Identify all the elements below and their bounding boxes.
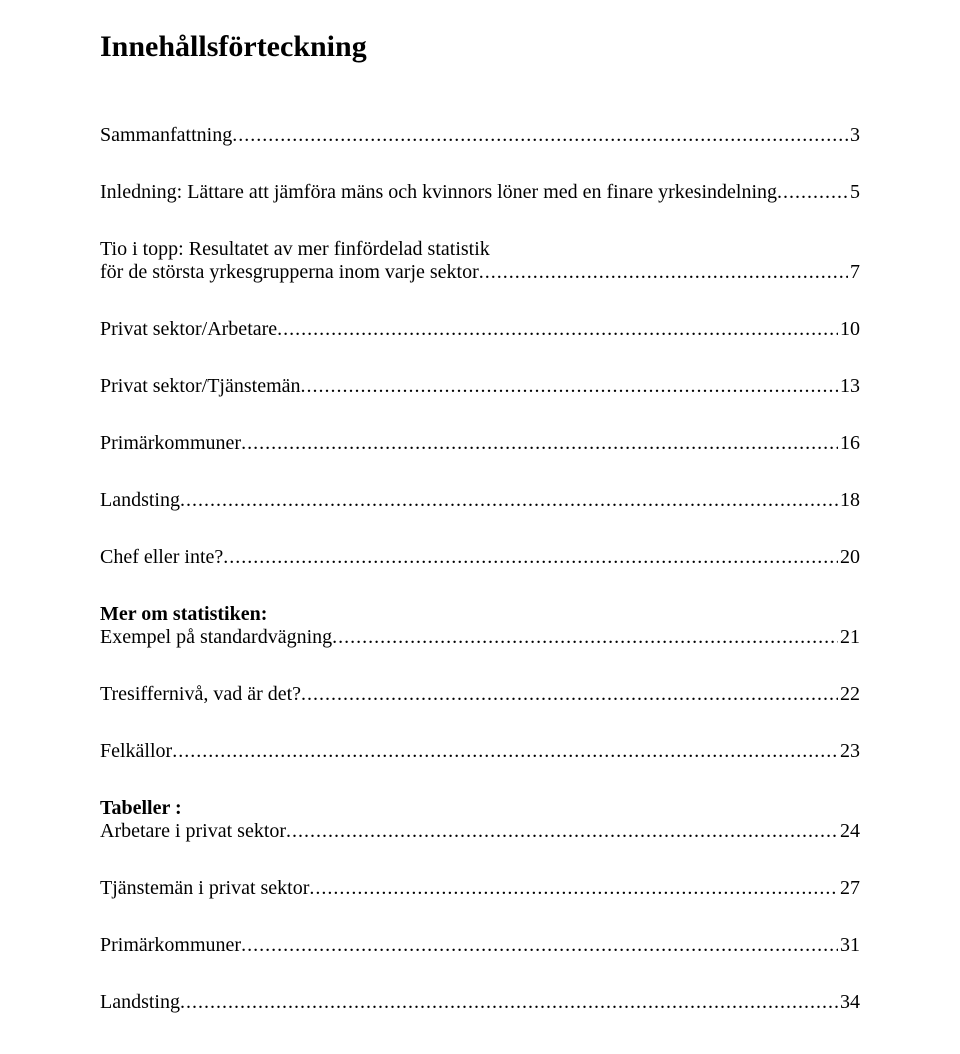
toc-label: Inledning: Lättare att jämföra mäns och … [100,181,777,204]
toc-label: Felkällor [100,740,172,763]
toc-label: Tabeller : [100,797,182,820]
toc-page: 22 [838,683,860,706]
toc-entry: Arbetare i privat sektor 24 [100,820,860,843]
toc-page: 7 [848,261,860,284]
toc-label: Sammanfattning [100,124,232,147]
toc-label: Chef eller inte? [100,546,223,569]
toc-page: 20 [838,546,860,569]
toc-label: Tio i topp: Resultatet av mer finfördela… [100,238,490,261]
toc-entry: Felkällor 23 [100,740,860,763]
toc-leader [309,877,838,900]
toc-leader [172,740,838,763]
toc-leader [241,934,838,957]
toc-section-heading: Tabeller : [100,797,860,820]
toc-page: 16 [838,432,860,455]
page-title: Innehållsförteckning [100,30,860,64]
toc-entry: Primärkommuner 31 [100,934,860,957]
toc-page: 34 [838,991,860,1014]
toc-leader [301,683,838,706]
toc-page: 23 [838,740,860,763]
toc-leader [332,626,838,649]
toc-entry: Tjänstemän i privat sektor 27 [100,877,860,900]
toc-entry: Landsting 34 [100,991,860,1014]
toc-label: Tjänstemän i privat sektor [100,877,309,900]
toc-leader [479,261,848,284]
toc-label: Primärkommuner [100,432,241,455]
toc-label: Tresiffernivå, vad är det? [100,683,301,706]
toc-section-heading: Mer om statistiken: [100,603,860,626]
toc-label: Privat sektor/Tjänstemän [100,375,301,398]
toc-leader [232,124,848,147]
toc-leader [301,375,838,398]
toc-label: för de största yrkesgrupperna inom varje… [100,261,479,284]
toc-label: Primärkommuner [100,934,241,957]
toc-page: 5 [848,181,860,204]
toc-page: 10 [838,318,860,341]
toc-entry: Tio i topp: Resultatet av mer finfördela… [100,238,860,261]
toc-label: Privat sektor/Arbetare [100,318,277,341]
toc-label: Landsting [100,991,180,1014]
toc-entry: för de största yrkesgrupperna inom varje… [100,261,860,284]
toc-leader [277,318,838,341]
toc-label: Mer om statistiken: [100,603,267,626]
toc-leader [223,546,838,569]
toc-entry: Inledning: Lättare att jämföra mäns och … [100,181,860,204]
toc-page: 3 [848,124,860,147]
toc-entry: Landsting 18 [100,489,860,512]
toc-page: 13 [838,375,860,398]
toc-entry: Privat sektor/Tjänstemän 13 [100,375,860,398]
toc-leader [180,991,838,1014]
toc-leader [777,181,848,204]
toc-entry: Chef eller inte? 20 [100,546,860,569]
toc-entry: Sammanfattning 3 [100,124,860,147]
toc-leader [180,489,838,512]
toc-entry: Privat sektor/Arbetare 10 [100,318,860,341]
toc-entry: Exempel på standardvägning 21 [100,626,860,649]
toc-entry: Primärkommuner 16 [100,432,860,455]
toc-page: 24 [838,820,860,843]
toc-page: 21 [838,626,860,649]
toc-entry: Tresiffernivå, vad är det? 22 [100,683,860,706]
toc-label: Landsting [100,489,180,512]
toc-label: Exempel på standardvägning [100,626,332,649]
toc-page: 27 [838,877,860,900]
toc-label: Arbetare i privat sektor [100,820,286,843]
toc-leader [286,820,838,843]
toc-page: 18 [838,489,860,512]
toc-page: 31 [838,934,860,957]
toc-leader [241,432,838,455]
